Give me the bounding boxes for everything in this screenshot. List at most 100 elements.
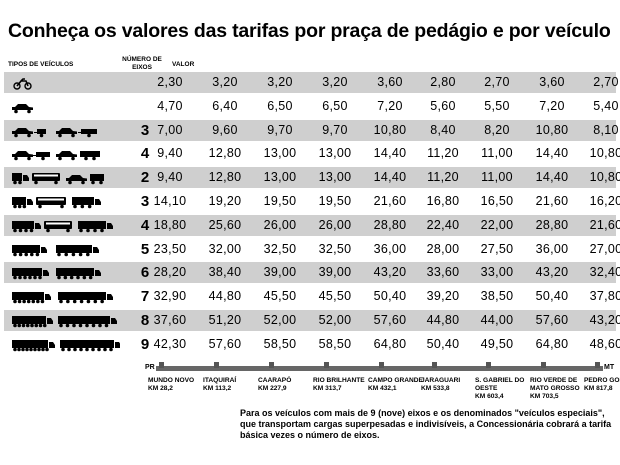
plaza-marker [541,362,546,368]
tariff-value-cell: 9,60 [212,122,238,137]
tariff-value-cell: 16,80 [426,194,460,208]
tariff-value-cell: 39,00 [263,265,297,280]
tariff-value-cell: 37,80 [589,289,620,304]
tariff-value-cell: 64,80 [373,336,407,351]
tariff-value-cell: 9,70 [267,122,293,137]
tariff-value-cell: 21,60 [535,194,569,208]
tariff-value-cell: 58,50 [263,336,297,351]
table-row: 7 32,90 44,80 45,50 45,50 50,40 39,20 38,50 50,4… [4,286,620,307]
tariff-value-cell: 57,60 [535,313,569,327]
tariff-value-cell: 13,00 [318,170,352,185]
table-row: 2 9,40 12,80 13,00 13,00 14,40 11,20 11,00 14,40… [4,167,620,189]
tariff-value-cell: 2,30 [157,75,183,89]
axle-count-cell: 9 [140,335,150,353]
tariff-value-cell: 14,40 [373,170,407,185]
tariff-value-cell: 22,40 [426,217,460,232]
header-vehicle-types: TIPOS DE VEÍCULOS [8,61,74,68]
plaza-marker [379,362,384,368]
tariff-value-cell: 57,60 [373,313,407,327]
axle-count-cell: 5 [140,240,150,258]
table-row: 4 18,80 25,60 26,00 26,00 28,80 22,40 22,00 28,8… [4,214,620,236]
axle-count-cell: 8 [140,312,150,329]
tariff-value-cell: 23,50 [153,241,187,256]
tariff-value-cell: 21,60 [373,194,407,208]
tariff-value-cell: 6,50 [322,98,348,113]
plaza-marker [595,362,600,368]
three-axle-truck-bus-icon [10,194,120,209]
plaza-name: MUNDO NOVO [148,377,195,384]
tariff-value-cell: 10,80 [373,122,407,137]
tariff-value-cell: 32,00 [208,241,242,256]
table-row: 3 7,00 9,60 9,70 9,70 10,80 8,40 8,20 10,80 8,10 [4,119,618,141]
tariff-value-cell: 11,20 [427,146,459,161]
plaza-label: CAARAPÓ KM 227,9 [258,377,314,393]
tariff-value-cell: 8,10 [593,122,619,137]
tariff-value-cell: 16,20 [589,194,620,208]
tariff-value-cell: 50,40 [426,336,460,351]
four-axle-truck-icon [10,218,120,233]
tariff-value-cell: 28,80 [373,217,407,232]
tariff-value-cell: 50,40 [373,289,407,304]
tariff-value-cell: 44,00 [480,313,514,327]
tariff-value-cell: 12,80 [208,146,242,161]
tariff-value-cell: 7,20 [377,98,403,113]
axle-count-cell: 6 [140,264,150,282]
tariff-value-cell: 25,60 [208,217,242,232]
plaza-name: JARAGUARI [421,377,461,384]
tariff-value-cell: 10,80 [589,170,620,185]
tariff-value-cell: 11,20 [427,170,459,185]
plaza-marker [269,362,274,368]
eight-axle-truck-icon [10,313,120,328]
tariff-value-cell: 64,80 [535,336,569,351]
tariff-value-cell: 22,00 [480,217,514,232]
tariff-value-cell: 19,50 [263,194,297,208]
axle-count-cell: 3 [140,193,150,210]
tariff-value-cell: 2,80 [430,75,456,89]
plaza-marker [159,362,164,368]
plaza-label: RIO VERDE DE MATO GROSSO KM 703,5 [530,377,586,401]
tariff-value-cell: 7,00 [157,122,183,137]
plaza-label: PEDRO GOMESKM 817,8 [584,377,620,393]
tariff-value-cell: 5,60 [430,98,456,113]
plaza-label: JARAGUARI KM 533,8 [421,377,477,393]
plaza-name: RIO BRILHANTE [313,377,365,384]
tariff-value-cell: 10,80 [589,146,620,161]
tariff-value-cell: 36,00 [373,241,407,256]
tariff-value-cell: 3,20 [267,75,293,89]
tariff-value-cell: 44,80 [208,289,242,304]
tariff-value-cell: 14,40 [535,170,569,185]
tariff-value-cell: 58,50 [318,336,352,351]
plaza-label: RIO BRILHANTE KM 313,7 [313,377,369,393]
nine-axle-truck-icon [10,337,121,352]
tariff-value-cell: 48,60 [589,336,620,351]
plaza-km: KM 817,8 [584,385,613,392]
route-end-label: MT [604,364,615,371]
tariff-value-cell: 32,40 [589,265,620,280]
tariff-value-cell: 27,00 [589,241,620,256]
tariff-value-cell: 9,40 [157,170,183,185]
tariff-value-cell: 38,50 [480,289,514,304]
header-value: VALOR [172,61,195,68]
plaza-name: CAMPO GRANDE [368,377,423,384]
tariff-value-cell: 14,40 [373,146,407,161]
tariff-value-cell: 33,00 [480,265,514,280]
tariff-value-cell: 5,40 [593,98,619,113]
axle-count-cell: 2 [140,169,150,187]
tariff-value-cell: 19,20 [208,194,242,208]
plaza-name: PEDRO GOMES [584,377,620,384]
plaza-km: KM 227,9 [258,385,287,392]
tariff-value-cell: 13,00 [263,146,297,161]
plaza-marker [486,362,491,368]
tariff-value-cell: 4,70 [157,98,183,113]
tariff-value-cell: 32,50 [318,241,352,256]
plaza-km: KM 432,1 [368,385,397,392]
plaza-label: MUNDO NOVO KM 28,2 [148,377,204,393]
tariff-value-cell: 42,30 [153,336,187,351]
plaza-marker [432,362,437,368]
plaza-label: ITAQUIRAÍ KM 113,2 [203,377,259,393]
tariff-value-cell: 45,50 [318,289,352,304]
plaza-label: CAMPO GRANDE KM 432,1 [368,377,424,393]
tariff-value-cell: 19,50 [318,194,352,208]
axle-count-cell: 7 [140,288,150,306]
two-axle-truck-bus-icon [10,170,120,185]
